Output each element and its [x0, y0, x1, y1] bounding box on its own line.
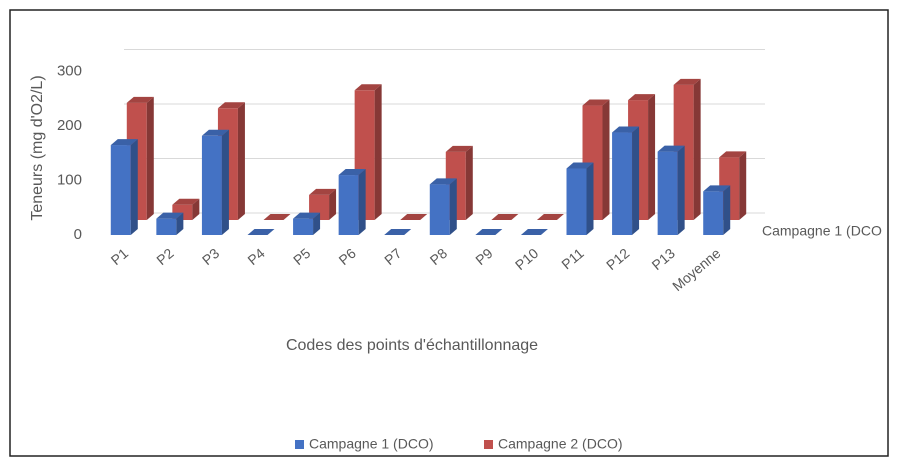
bar [475, 229, 503, 235]
bar [338, 169, 366, 235]
bar-side [176, 212, 184, 235]
bar-side [739, 151, 747, 220]
y-tick-label: 0 [74, 226, 82, 243]
y-axis-label: Teneurs (mg d'O2/L) [29, 75, 46, 220]
bar-top [263, 214, 291, 220]
bar-side [632, 126, 640, 235]
bar-side [465, 145, 473, 220]
bar [566, 162, 594, 235]
bar-top [429, 178, 457, 185]
y-tick-label: 200 [57, 117, 82, 134]
bar-side [602, 99, 610, 220]
bar [201, 129, 229, 235]
bar-top [217, 102, 245, 109]
bar-side [329, 188, 337, 220]
bar-top [520, 229, 548, 235]
bar-side [723, 185, 731, 235]
bar [612, 126, 640, 235]
bar-top [475, 229, 503, 235]
bar [384, 229, 412, 235]
bar-side [130, 139, 138, 235]
bar-front [657, 151, 678, 235]
bar-top [172, 198, 200, 205]
bar-front [201, 135, 222, 235]
legend-swatch [484, 440, 493, 449]
bar-top [491, 214, 519, 220]
bar-top [400, 214, 428, 220]
bar-top [703, 185, 731, 192]
bar-top [156, 212, 184, 219]
bar-top [110, 139, 138, 146]
bar [156, 212, 184, 235]
bar-side [586, 162, 594, 235]
bar-top [309, 188, 337, 195]
legend-label: Campagne 1 (DCO) [309, 436, 434, 452]
bar-front [156, 218, 177, 235]
bar-side [677, 145, 685, 235]
bar-top [657, 145, 685, 152]
bar-side [221, 129, 229, 235]
bar [429, 178, 457, 235]
bar [491, 214, 519, 220]
x-axis-label: Codes des points d'échantillonnage [286, 337, 538, 354]
bar-top [582, 99, 610, 106]
bar-top [536, 214, 564, 220]
bar-side [449, 178, 457, 235]
bar [536, 214, 564, 220]
depth-axis-label: Campagne 1 (DCO [762, 223, 882, 239]
bar-side [192, 198, 200, 220]
bar [400, 214, 428, 220]
bar-top [247, 229, 275, 235]
bar-side [146, 96, 154, 220]
bar-side [237, 102, 245, 220]
bar-top [126, 96, 154, 103]
legend-label: Campagne 2 (DCO) [498, 436, 623, 452]
bar-top [338, 169, 366, 176]
bar-top [628, 94, 656, 101]
bar-top [384, 229, 412, 235]
bar-front [703, 191, 724, 235]
bar-top [612, 126, 640, 133]
bar [703, 185, 731, 235]
y-tick-label: 100 [57, 171, 82, 188]
bar-front [566, 168, 587, 235]
bar-side [313, 212, 321, 235]
bar [293, 212, 321, 235]
bar-top [293, 212, 321, 219]
y-tick-label: 300 [57, 62, 82, 79]
bar-front [110, 145, 131, 235]
bar-side [693, 78, 701, 220]
bar-top [566, 162, 594, 169]
bar [520, 229, 548, 235]
legend-swatch [295, 440, 304, 449]
bar-front [612, 132, 633, 235]
bar [263, 214, 291, 220]
bar-side [374, 84, 382, 220]
bar-top [354, 84, 382, 91]
bar [247, 229, 275, 235]
bar-front [293, 218, 314, 235]
bar [110, 139, 138, 235]
bar-front [338, 175, 359, 235]
bar-top [445, 145, 473, 152]
bar-side [358, 169, 366, 235]
bar-top [201, 129, 229, 136]
bar-front [429, 184, 450, 235]
bar-top [673, 78, 701, 85]
bar-top [719, 151, 747, 158]
bar-side [648, 94, 656, 220]
bar [657, 145, 685, 235]
